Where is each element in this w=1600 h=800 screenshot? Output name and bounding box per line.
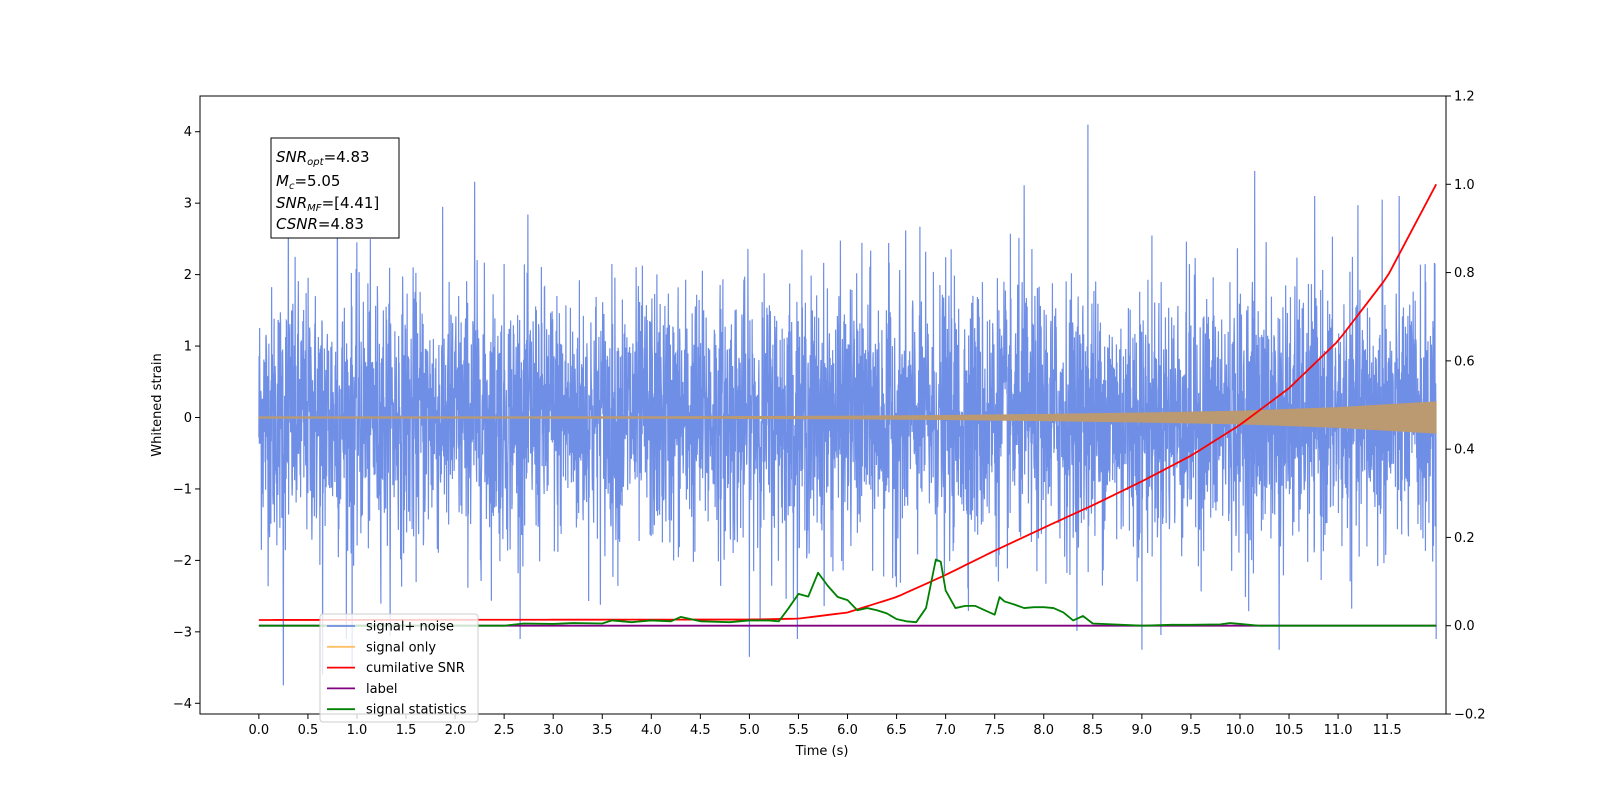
y-tick-label: 4 — [184, 125, 192, 140]
y2-tick-label: 0.8 — [1454, 266, 1475, 281]
y-tick-label: 2 — [184, 268, 192, 283]
x-tick-label: 10.0 — [1225, 723, 1254, 738]
y2-tick-label: 0.6 — [1454, 354, 1475, 369]
x-tick-label: 4.5 — [690, 723, 711, 738]
x-tick-label: 3.0 — [543, 723, 564, 738]
annotation-box: SNRopt=4.83 Mc=5.05 SNRMF=[4.41] CSNR=4.… — [270, 137, 400, 239]
y2-tick-label: 0.2 — [1454, 531, 1475, 546]
x-tick-label: 2.0 — [445, 723, 466, 738]
x-tick-label: 4.0 — [641, 723, 662, 738]
legend-label: signal statistics — [366, 703, 467, 718]
annotation-mc: Mc=5.05 — [276, 172, 340, 192]
x-tick-label: 6.5 — [886, 723, 907, 738]
x-tick-label: 9.0 — [1132, 723, 1153, 738]
x-tick-label: 11.5 — [1373, 723, 1402, 738]
annotation-csnr: CSNR=4.83 — [276, 215, 364, 233]
x-tick-label: 7.0 — [935, 723, 956, 738]
x-tick-label: 3.5 — [592, 723, 613, 738]
x-tick-label: 6.0 — [837, 723, 858, 738]
y2-tick-label: 0.0 — [1454, 619, 1475, 634]
x-tick-label: 1.0 — [347, 723, 368, 738]
plot-frame — [199, 95, 1447, 715]
x-tick-label: 2.5 — [494, 723, 515, 738]
legend-label: cumilative SNR — [366, 661, 465, 676]
legend-entries: signal+ noise signal only cumilative SNR la… — [327, 620, 467, 718]
y2-tick-label: −0.2 — [1454, 708, 1486, 723]
y-axis-label: Whitened strain — [150, 353, 165, 456]
y-tick-label: 3 — [184, 197, 192, 212]
axes: −4 −3 −2 −1 0 1 2 3 4 −0.2 0.0 0.2 0.4 0.6 0.8 1.0 1.2 0.… — [173, 90, 1486, 739]
x-tick-label: 8.0 — [1033, 723, 1054, 738]
annotation-snr-opt: SNRopt=4.83 — [276, 148, 370, 168]
y2-tick-label: 1.0 — [1454, 178, 1475, 193]
legend-label: signal only — [366, 640, 436, 655]
x-tick-label: 1.5 — [396, 723, 417, 738]
legend-label: signal+ noise — [366, 620, 454, 635]
annotation-frame — [270, 137, 400, 239]
x-tick-label: 9.5 — [1181, 723, 1202, 738]
x-tick-label: 5.5 — [788, 723, 809, 738]
legend-label: label — [366, 682, 397, 697]
x-tick-label: 10.5 — [1275, 723, 1304, 738]
y-tick-label: −2 — [173, 554, 192, 569]
y-tick-label: −3 — [173, 625, 192, 640]
y-tick-label: 0 — [184, 411, 192, 426]
legend: signal+ noise signal only cumilative SNR la… — [319, 613, 479, 723]
y-tick-label: −1 — [173, 482, 192, 497]
y2-tick-label: 0.4 — [1454, 443, 1475, 458]
y-tick-label: −4 — [173, 697, 192, 712]
x-tick-label: 5.0 — [739, 723, 760, 738]
y2-tick-label: 1.2 — [1454, 90, 1475, 105]
x-tick-label: 8.5 — [1082, 723, 1103, 738]
x-tick-label: 0.0 — [249, 723, 270, 738]
plot-area — [258, 124, 1437, 686]
x-tick-label: 7.5 — [984, 723, 1005, 738]
x-axis-label: Time (s) — [795, 744, 849, 759]
annotation-snr-mf: SNRMF=[4.41] — [276, 194, 379, 214]
series-signal-only — [258, 401, 1437, 434]
x-tick-label: 11.0 — [1324, 723, 1353, 738]
series-signal-statistics — [258, 558, 1437, 627]
y-tick-label: 1 — [184, 340, 192, 355]
x-tick-label: 0.5 — [298, 723, 319, 738]
legend-frame — [319, 613, 479, 723]
